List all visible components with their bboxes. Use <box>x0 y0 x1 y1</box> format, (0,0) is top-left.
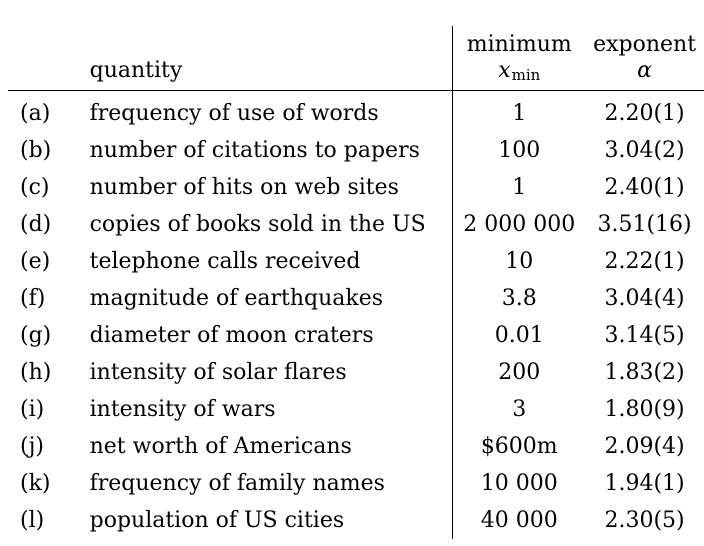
row-alpha: 2.22(1) <box>604 248 685 274</box>
row-label: (k) <box>20 470 51 496</box>
row-quantity: telephone calls received <box>89 248 361 274</box>
row-label: (j) <box>20 433 44 459</box>
row-xmin: 10 <box>452 243 586 280</box>
row-label: (i) <box>20 396 45 422</box>
row-xmin: 100 <box>452 132 586 169</box>
row-alpha: 1.94(1) <box>604 470 685 496</box>
header-row-bottom: quantity xmin α <box>8 58 704 91</box>
row-alpha: 3.14(5) <box>604 322 685 348</box>
header-alpha-title: exponent <box>593 32 697 57</box>
table-row: (g) diameter of moon craters 0.01 3.14(5) <box>8 317 704 354</box>
xmin-subscript: min <box>511 66 541 84</box>
header-row-top: minimum exponent <box>8 26 704 58</box>
row-alpha: 2.09(4) <box>604 433 685 459</box>
row-alpha: 1.80(9) <box>604 396 685 422</box>
row-label: (a) <box>20 100 51 126</box>
row-label: (e) <box>20 248 51 274</box>
power-law-table-container: minimum exponent quantity xmin α (a) freq… <box>8 26 704 539</box>
table-row: (h) intensity of solar flares 200 1.83(2) <box>8 354 704 391</box>
row-xmin: 2 000 000 <box>452 206 586 243</box>
row-alpha: 2.40(1) <box>604 174 685 200</box>
row-quantity: copies of books sold in the US <box>89 211 426 237</box>
row-label: (h) <box>20 359 52 385</box>
row-alpha: 2.20(1) <box>604 100 685 126</box>
row-xmin: 1 <box>452 90 586 132</box>
table-row: (d) copies of books sold in the US 2 000 0… <box>8 206 704 243</box>
row-xmin: 10 000 <box>452 465 586 502</box>
row-label: (f) <box>20 285 46 311</box>
header-xmin-symbol-cell: xmin <box>452 58 586 91</box>
table-row: (f) magnitude of earthquakes 3.8 3.04(4) <box>8 280 704 317</box>
row-quantity: number of hits on web sites <box>89 174 399 200</box>
power-law-table: minimum exponent quantity xmin α (a) freq… <box>8 26 704 539</box>
row-quantity: diameter of moon craters <box>89 322 374 348</box>
header-quantity: quantity <box>89 58 453 91</box>
row-quantity: magnitude of earthquakes <box>89 285 384 311</box>
row-label: (c) <box>20 174 50 200</box>
row-quantity: intensity of wars <box>89 396 276 422</box>
row-alpha: 2.30(5) <box>604 507 685 533</box>
header-xmin-title: minimum <box>452 26 586 58</box>
row-xmin: 3 <box>452 391 586 428</box>
row-label: (d) <box>20 211 52 237</box>
row-quantity: frequency of family names <box>89 470 385 496</box>
header-quantity-top-cell <box>90 26 453 58</box>
row-quantity: intensity of solar flares <box>89 359 347 385</box>
xmin-symbol: x <box>498 58 511 83</box>
row-alpha: 3.51(16) <box>597 211 692 237</box>
row-xmin: 1 <box>452 169 586 206</box>
table-header: minimum exponent quantity xmin α <box>8 26 704 91</box>
row-alpha: 3.04(4) <box>604 285 685 311</box>
table-row: (i) intensity of wars 3 1.80(9) <box>8 391 704 428</box>
alpha-symbol: α <box>637 58 652 83</box>
table-row: (b) number of citations to papers 100 3.04(… <box>8 132 704 169</box>
row-xmin: 0.01 <box>452 317 586 354</box>
table-row: (c) number of hits on web sites 1 2.40(1) <box>8 169 704 206</box>
table-row: (k) frequency of family names 10 000 1.94(1… <box>8 465 704 502</box>
header-alpha-symbol-cell: α <box>585 58 704 91</box>
row-label: (l) <box>20 507 45 533</box>
row-xmin: 40 000 <box>452 502 586 539</box>
row-quantity: number of citations to papers <box>89 137 420 163</box>
row-label: (b) <box>20 137 52 163</box>
table-row: (l) population of US cities 40 000 2.30(5) <box>8 502 704 539</box>
row-alpha: 1.83(2) <box>604 359 685 385</box>
table-row: (e) telephone calls received 10 2.22(1) <box>8 243 704 280</box>
row-xmin: 3.8 <box>452 280 586 317</box>
row-quantity: population of US cities <box>89 507 345 533</box>
row-xmin: $600m <box>452 428 586 465</box>
row-label: (g) <box>20 322 52 348</box>
row-quantity: net worth of Americans <box>89 433 352 459</box>
row-quantity: frequency of use of words <box>89 100 379 126</box>
table-body: (a) frequency of use of words 1 2.20(1) (b) n… <box>8 90 704 539</box>
header-label-cell-2 <box>8 58 90 91</box>
row-alpha: 3.04(2) <box>604 137 685 163</box>
table-row: (j) net worth of Americans $600m 2.09(4) <box>8 428 704 465</box>
row-xmin: 200 <box>452 354 586 391</box>
header-label-cell <box>8 26 90 58</box>
table-row: (a) frequency of use of words 1 2.20(1) <box>8 90 704 132</box>
